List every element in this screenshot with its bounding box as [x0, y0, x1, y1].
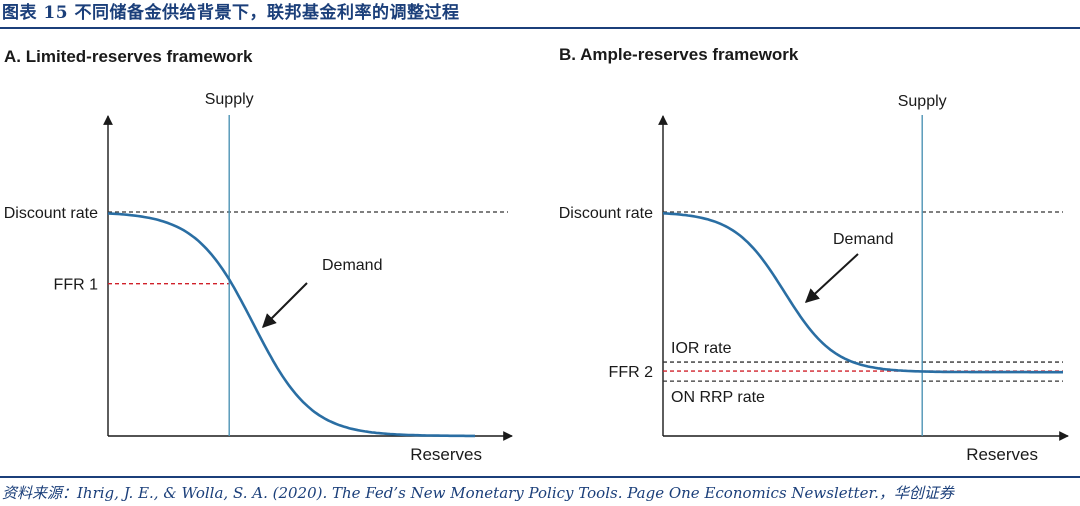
panel-title: A. Limited-reserves framework — [4, 47, 253, 66]
rate-label-discount-rate: Discount rate — [4, 205, 98, 222]
demand-pointer-arrow — [262, 282, 308, 328]
panel-limited-reserves: A. Limited-reserves framework Reserves Dis… — [4, 47, 513, 464]
source-rule — [0, 476, 1080, 478]
source-note: 资料来源：Ihrig, J. E., & Wolla, S. A. (2020)… — [2, 484, 954, 502]
panel-title: B. Ample-reserves framework — [559, 45, 799, 64]
demand-curve — [662, 212, 1063, 374]
rate-label-on-rrp-rate: ON RRP rate — [671, 389, 765, 406]
panel-ample-reserves: B. Ample-reserves framework Reserves Disco… — [559, 45, 1069, 464]
x-axis-label: Reserves — [410, 445, 482, 464]
supply-label: Supply — [898, 93, 947, 110]
rate-label-ffr-1: FFR 1 — [54, 277, 99, 294]
demand-pointer-arrow — [804, 253, 859, 303]
figure-title: 图表 15 不同储备金供给背景下，联邦基金利率的调整过程 — [2, 3, 460, 23]
rate-label-discount-rate: Discount rate — [559, 205, 653, 222]
title-rule — [0, 27, 1080, 29]
demand-label: Demand — [833, 231, 893, 248]
rate-label-ior-rate: IOR rate — [671, 340, 732, 357]
x-axis-label: Reserves — [966, 445, 1038, 464]
demand-label: Demand — [322, 257, 382, 274]
demand-curve — [107, 212, 475, 438]
supply-label: Supply — [205, 91, 254, 108]
rate-label-ffr-2: FFR 2 — [609, 364, 654, 381]
